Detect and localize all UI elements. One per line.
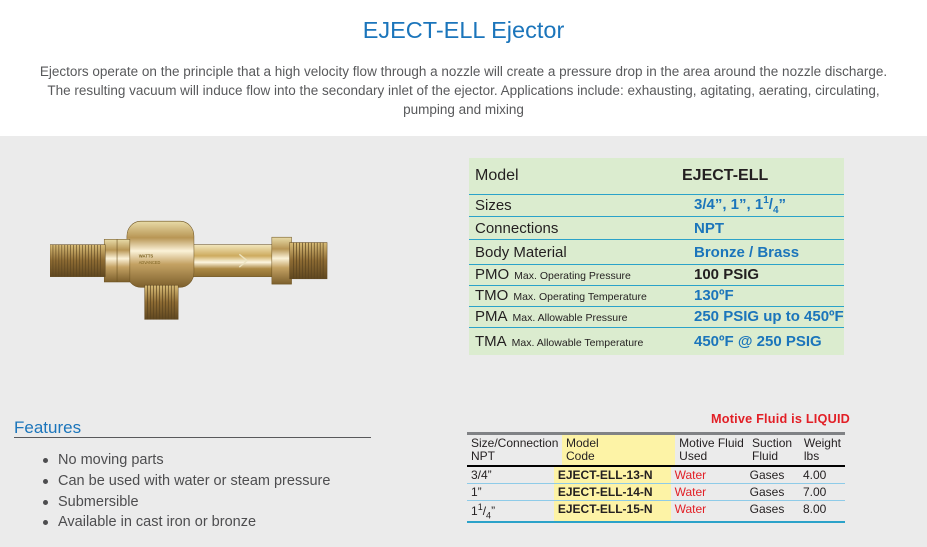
svg-text:WATTS: WATTS [139,253,154,258]
svg-text:ADVANCED: ADVANCED [139,260,161,265]
